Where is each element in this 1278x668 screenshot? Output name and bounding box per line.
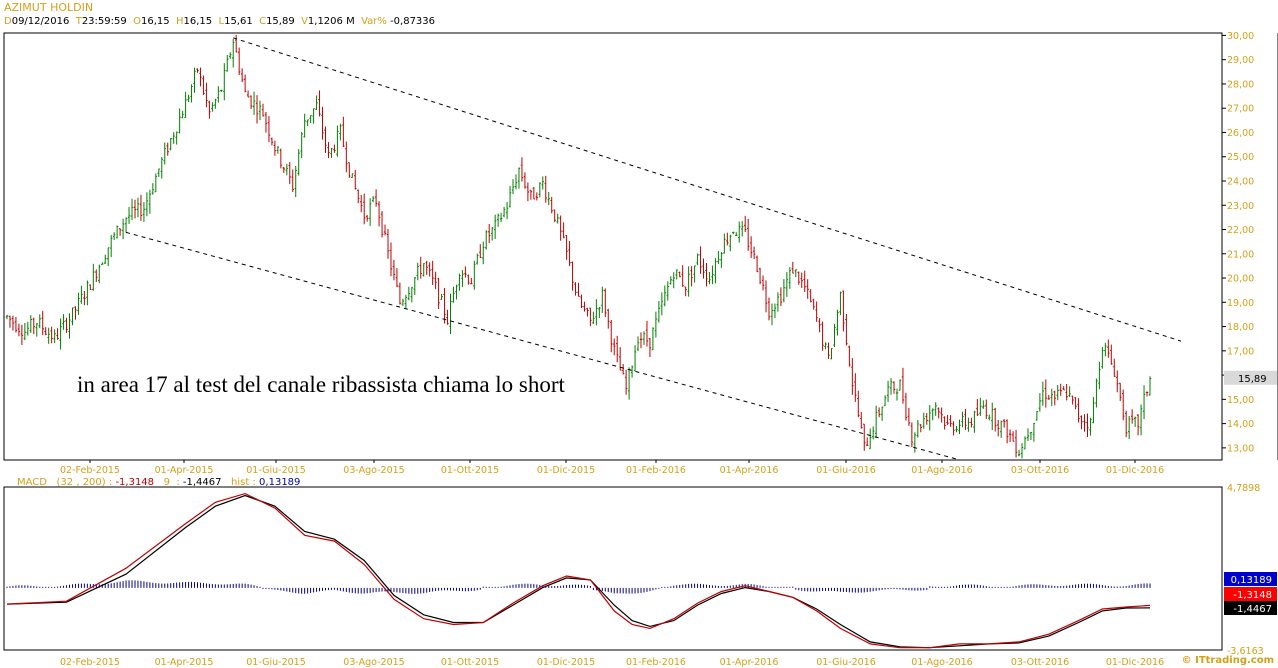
macd-x-tick-label: 03-Ago-2015 <box>343 657 404 668</box>
macd-value-badge-label: -1,4467 <box>1233 604 1272 615</box>
macd-x-tick-label: 01-Giu-2015 <box>246 657 306 668</box>
price-y-tick-label: 19,00 <box>1227 298 1254 309</box>
price-x-tick-label: 02-Feb-2015 <box>60 465 120 476</box>
macd-value-badge <box>1224 572 1277 586</box>
price-x-tick-label: 03-Ott-2016 <box>1011 465 1069 476</box>
open-value: 16,15 <box>140 16 170 27</box>
price-y-tick-label: 24,00 <box>1227 176 1254 187</box>
volume-key: V <box>301 16 308 27</box>
price-x-tick-label: 01-Apr-2016 <box>720 465 779 476</box>
macd-params: (32 , 200) <box>56 477 106 488</box>
chart-title: AZIMUT HOLDIN <box>4 1 94 14</box>
volume-value: 1,1206 M <box>307 16 355 27</box>
price-x-tick-label: 01-Ago-2016 <box>911 465 972 476</box>
price-y-tick-label: 21,00 <box>1227 249 1254 260</box>
price-x-tick-label: 01-Ott-2015 <box>441 465 499 476</box>
low-key: L <box>218 16 225 27</box>
macd-x-tick-label: 03-Ott-2016 <box>1011 657 1069 668</box>
signal-period: 9 <box>163 477 170 488</box>
price-y-tick-label: 28,00 <box>1227 79 1254 90</box>
price-y-tick-label: 13,00 <box>1227 443 1254 454</box>
macd-x-tick-label: 01-Ott-2015 <box>441 657 499 668</box>
hist-key: hist <box>231 477 250 488</box>
signal-value: -1,4467 <box>182 477 222 488</box>
close-value: 15,89 <box>266 16 295 27</box>
date-value: 09/12/2016 <box>11 16 70 27</box>
high-value: 16,15 <box>183 16 213 27</box>
price-x-tick-label: 03-Ago-2015 <box>343 465 404 476</box>
last-price-label: 15,89 <box>1238 374 1267 385</box>
var-key: Var% <box>361 16 387 27</box>
macd-value: -1,3148 <box>115 477 155 488</box>
price-y-tick-label: 22,00 <box>1227 225 1254 236</box>
macd-line <box>6 492 1151 649</box>
price-x-tick-label: 01-Giu-2015 <box>246 465 306 476</box>
macd-value-badge-label: -1,3148 <box>1233 590 1272 601</box>
macd-plot-frame <box>3 486 1223 651</box>
high-key: H <box>175 16 184 27</box>
watermark: © ITtrading.com <box>1181 655 1274 666</box>
macd-value-badge <box>1224 601 1277 615</box>
macd-value-badge <box>1224 587 1277 601</box>
price-x-tick-label: 01-Dic-2015 <box>537 465 595 476</box>
price-x-tick-label: 01-Dic-2016 <box>1106 465 1164 476</box>
channel-lower-line <box>125 231 961 461</box>
price-y-tick-label: 15,00 <box>1227 395 1254 406</box>
price-y-tick-label: 14,00 <box>1227 419 1254 430</box>
price-y-tick-label: 17,00 <box>1227 346 1254 357</box>
var-value: -0,87336 <box>390 16 436 27</box>
date-key: D <box>4 16 12 27</box>
macd-x-tick-label: 01-Ago-2016 <box>911 657 972 668</box>
macd-y-tick-label: -3,6163 <box>1227 646 1264 657</box>
time-key: T <box>75 16 82 27</box>
open-key: O <box>133 16 141 27</box>
macd-x-tick-label: 01-Giu-2016 <box>816 657 876 668</box>
close-key: C <box>259 16 267 27</box>
low-value: 15,61 <box>224 16 253 27</box>
price-y-tick-label: 26,00 <box>1227 128 1254 139</box>
price-y-tick-label: 30,00 <box>1227 31 1254 42</box>
price-y-tick-label: 25,00 <box>1227 152 1254 163</box>
macd-x-tick-label: 01-Feb-2016 <box>626 657 686 668</box>
hist-sep: : <box>252 477 256 488</box>
price-y-tick-label: 23,00 <box>1227 201 1254 212</box>
macd-x-tick-label: 02-Feb-2015 <box>60 657 120 668</box>
signal-line <box>6 494 1151 649</box>
price-y-tick-label: 20,00 <box>1227 274 1254 285</box>
time-value: 23:59:59 <box>81 16 127 27</box>
macd-name: MACD <box>17 477 47 488</box>
macd-header: MACD (32 , 200) : -1,3148 9 : -1,4467 hi… <box>17 477 300 488</box>
ohlc-header: D09/12/2016 T23:59:59 O16,15 H16,15 L15,… <box>4 16 435 27</box>
macd-y-tick-label: 4,7898 <box>1227 483 1260 494</box>
macd-x-tick-label: 01-Apr-2015 <box>155 657 214 668</box>
price-x-tick-label: 01-Apr-2015 <box>155 465 214 476</box>
macd-x-tick-label: 01-Apr-2016 <box>720 657 779 668</box>
price-x-tick-label: 01-Giu-2016 <box>816 465 876 476</box>
signal-sep: : <box>176 477 180 488</box>
macd-sep: : <box>108 477 113 488</box>
price-y-tick-label: 29,00 <box>1227 55 1254 66</box>
price-plot-frame <box>3 32 1223 461</box>
macd-x-tick-label: 01-Dic-2015 <box>537 657 595 668</box>
price-x-tick-label: 01-Feb-2016 <box>626 465 686 476</box>
price-y-tick-label: 27,00 <box>1227 104 1254 115</box>
hist-value: 0,13189 <box>259 477 301 488</box>
price-y-tick-label: 18,00 <box>1227 322 1254 333</box>
macd-x-tick-label: 01-Dic-2016 <box>1106 657 1164 668</box>
macd-value-badge-label: 0,13189 <box>1231 575 1272 586</box>
channel-upper-line <box>233 37 1182 342</box>
annotation-text: in area 17 al test del canale ribassista… <box>77 372 566 397</box>
last-price-badge <box>1224 370 1277 385</box>
